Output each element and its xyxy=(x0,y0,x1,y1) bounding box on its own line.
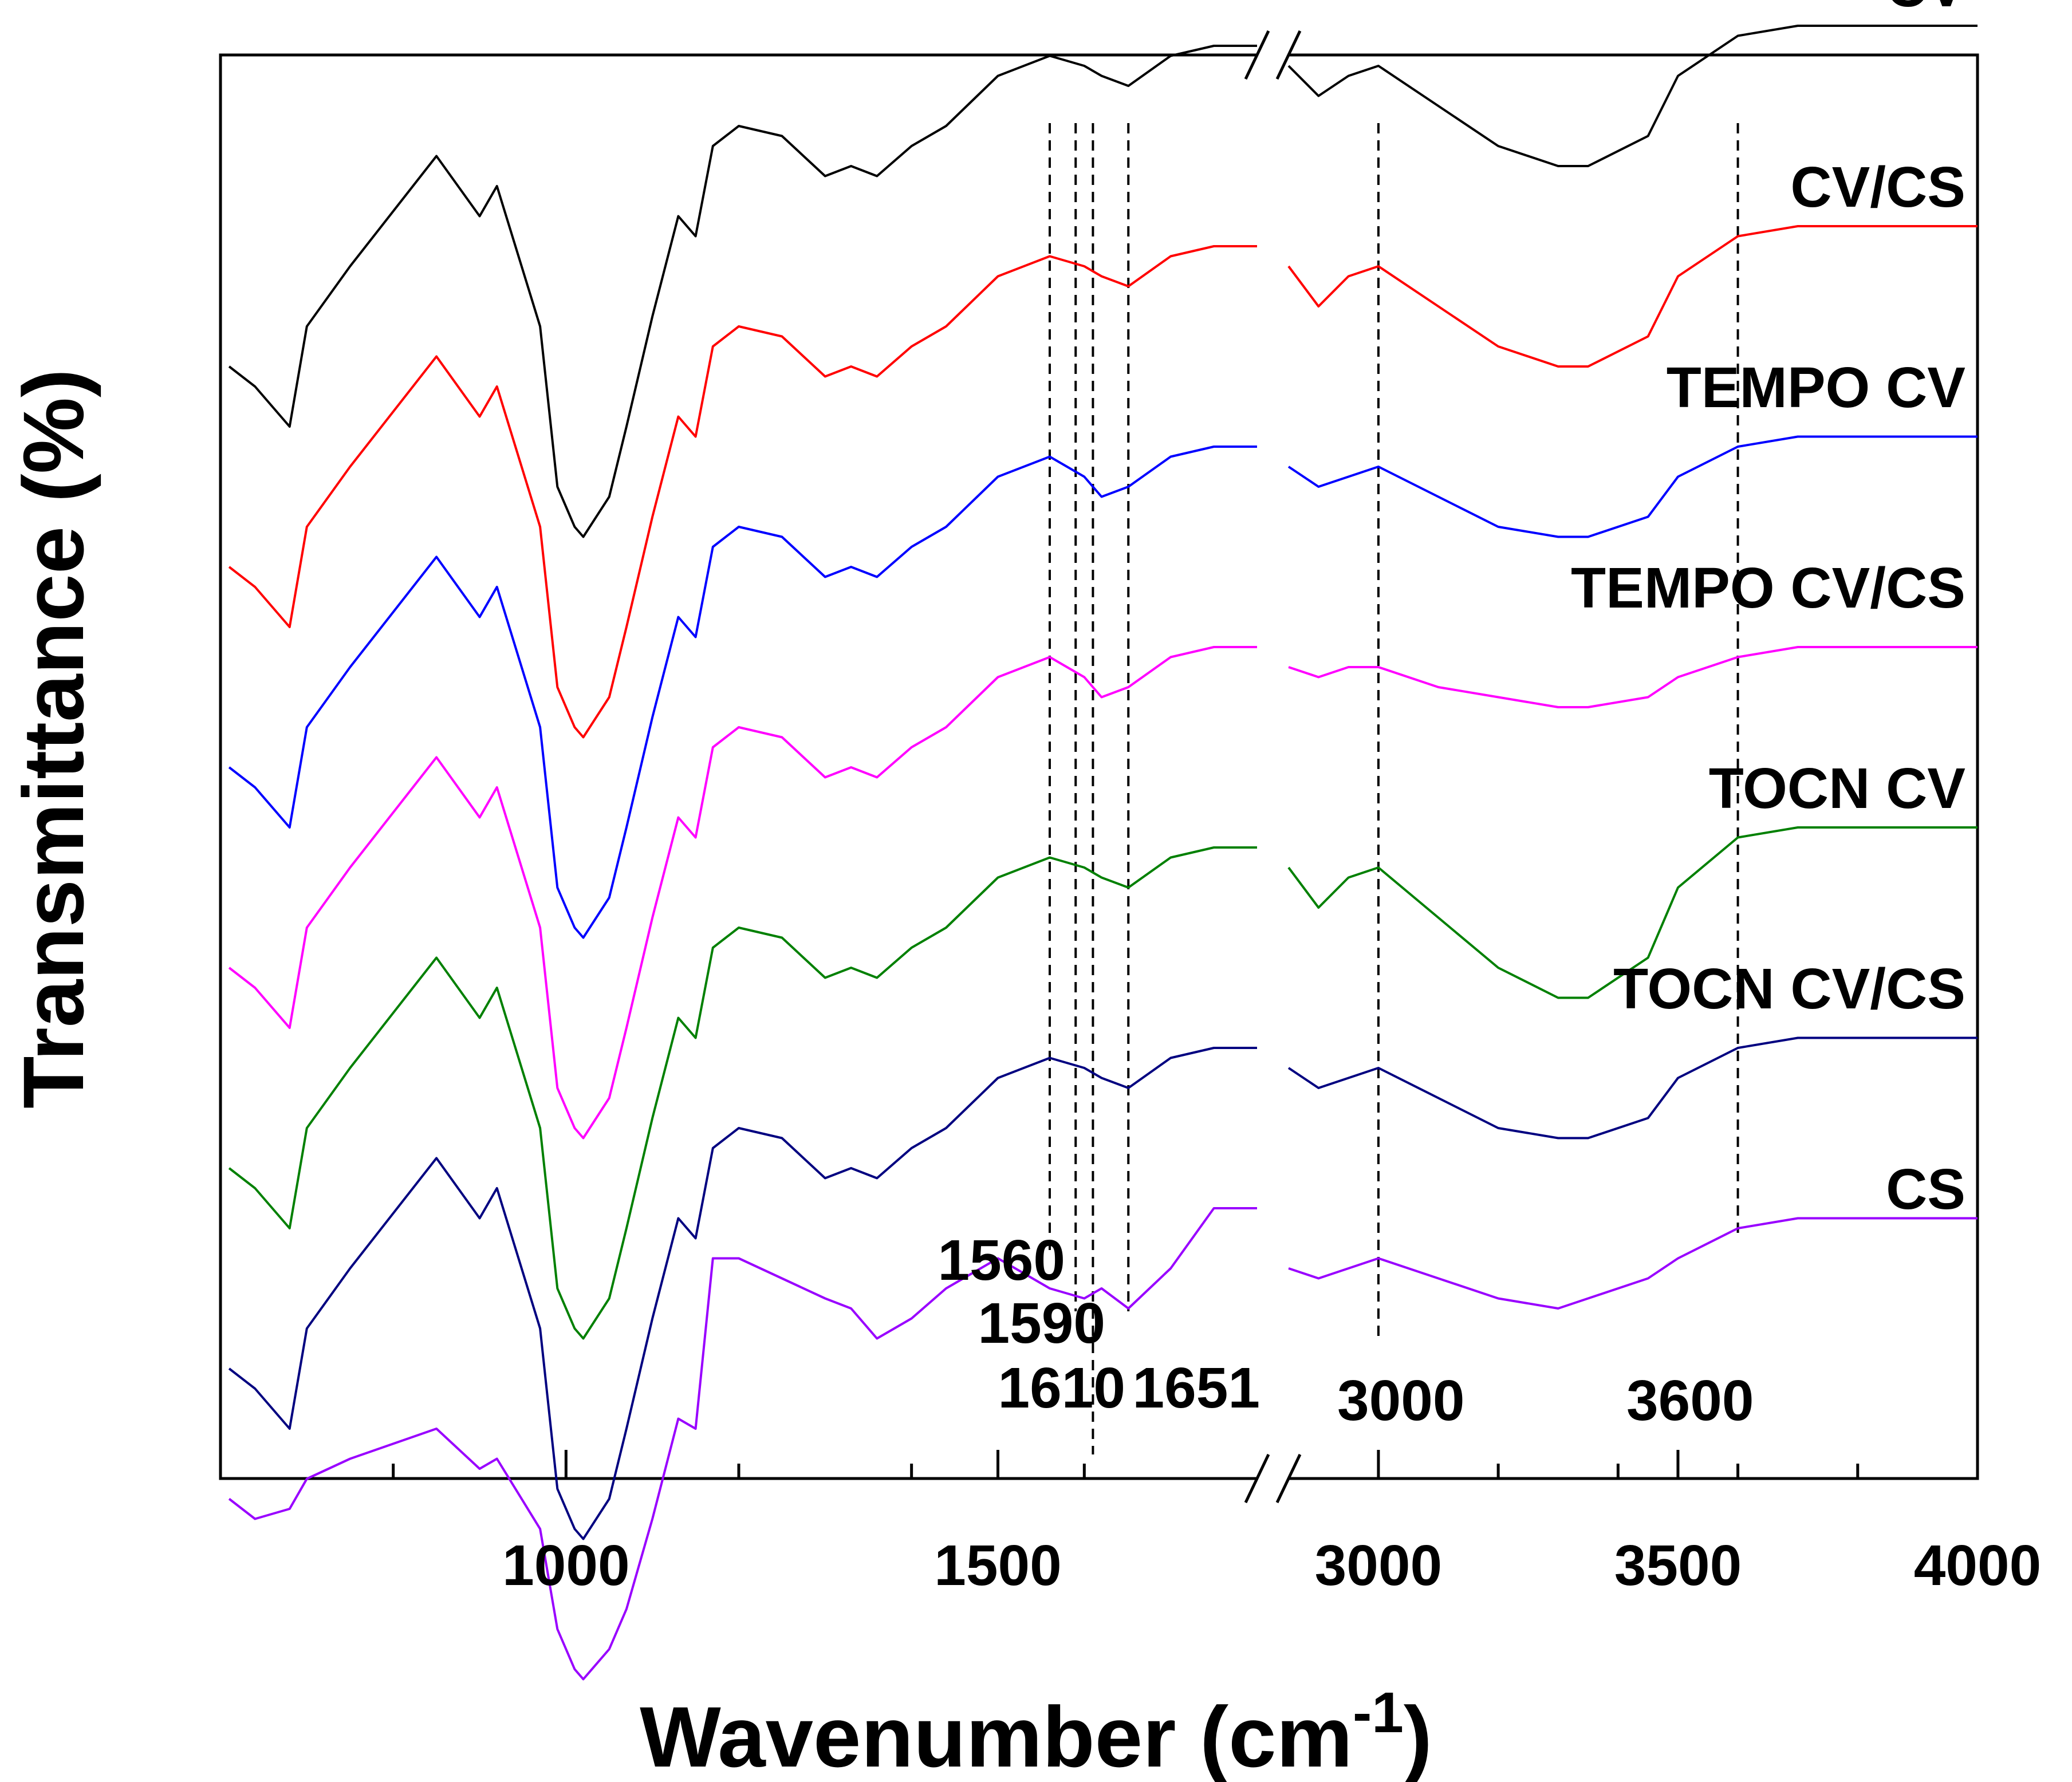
annotation-1610: 1610 xyxy=(998,1356,1125,1420)
x-axis-label: Wavenumber (cm-1) xyxy=(640,1681,1432,1782)
trace-cv-high xyxy=(1287,25,1978,167)
series-label-tocn-cv-cs: TOCN CV/CS xyxy=(1613,957,1965,1021)
break-gap xyxy=(1258,1472,1288,1485)
series-label-cs: CS xyxy=(1886,1157,1965,1221)
trace-tempo-cv-cs-high xyxy=(1288,646,1978,708)
break-gap xyxy=(1258,48,1288,62)
annotation-3000: 3000 xyxy=(1337,1369,1464,1433)
series-label-cv: CV xyxy=(1886,0,1965,19)
break-slash xyxy=(1275,1453,1302,1504)
trace-tocn-cv-cs-low xyxy=(228,1047,1257,1540)
tick-label-3500: 3500 xyxy=(1614,1533,1742,1598)
trace-tocn-cv-cs-high xyxy=(1287,1036,1978,1140)
series-label-cv-cs: CV/CS xyxy=(1790,155,1965,219)
x-axis-label-close: ) xyxy=(1404,1689,1432,1782)
trace-tocn-cv-high xyxy=(1287,826,1978,999)
reference-lines xyxy=(1049,123,1739,1454)
trace-tempo-cv-high xyxy=(1287,435,1978,538)
annotation-3600: 3600 xyxy=(1626,1369,1754,1433)
trace-tempo-cv-low xyxy=(228,446,1257,939)
tick-label-1500: 1500 xyxy=(934,1533,1061,1598)
x-axis-label-superscript: -1 xyxy=(1353,1681,1404,1745)
tick-label-1000: 1000 xyxy=(502,1533,629,1598)
tick-label-3000: 3000 xyxy=(1315,1533,1442,1598)
y-axis-label: Transmittance (%) xyxy=(5,369,101,1109)
trace-cv-cs-low xyxy=(228,245,1257,739)
trace-cs-low xyxy=(228,1207,1257,1681)
tick-label-4000: 4000 xyxy=(1914,1533,2041,1598)
trace-cs-high xyxy=(1288,1217,1978,1310)
break-slash xyxy=(1275,30,1302,80)
annotation-1590: 1590 xyxy=(978,1291,1105,1355)
series-labels: CV CV/CS TEMPO CV TEMPO CV/CS TOCN CV TOCN CV… xyxy=(1571,0,1965,1221)
series-label-tempo-cv-cs: TEMPO CV/CS xyxy=(1571,556,1965,620)
trace-cv-low xyxy=(228,45,1257,538)
axis-break-marks xyxy=(1244,30,1302,1504)
annotation-1651: 1651 xyxy=(1133,1356,1260,1420)
x-axis-label-main: Wavenumber (cm xyxy=(640,1689,1353,1782)
break-slash xyxy=(1244,1453,1270,1504)
break-slash xyxy=(1244,30,1270,80)
x-axis-ticks: 1000 1500 3000 3500 4000 xyxy=(392,1450,2041,1598)
series-label-tempo-cv: TEMPO CV xyxy=(1667,356,1966,420)
trace-cv-cs-high xyxy=(1287,225,1978,368)
series-label-tocn-cv: TOCN CV xyxy=(1709,756,1965,821)
trace-tempo-cv-cs-low xyxy=(228,646,1257,1140)
annotation-1560: 1560 xyxy=(938,1228,1065,1292)
trace-tocn-cv-low xyxy=(228,846,1257,1340)
spectra-traces xyxy=(228,25,1978,1681)
